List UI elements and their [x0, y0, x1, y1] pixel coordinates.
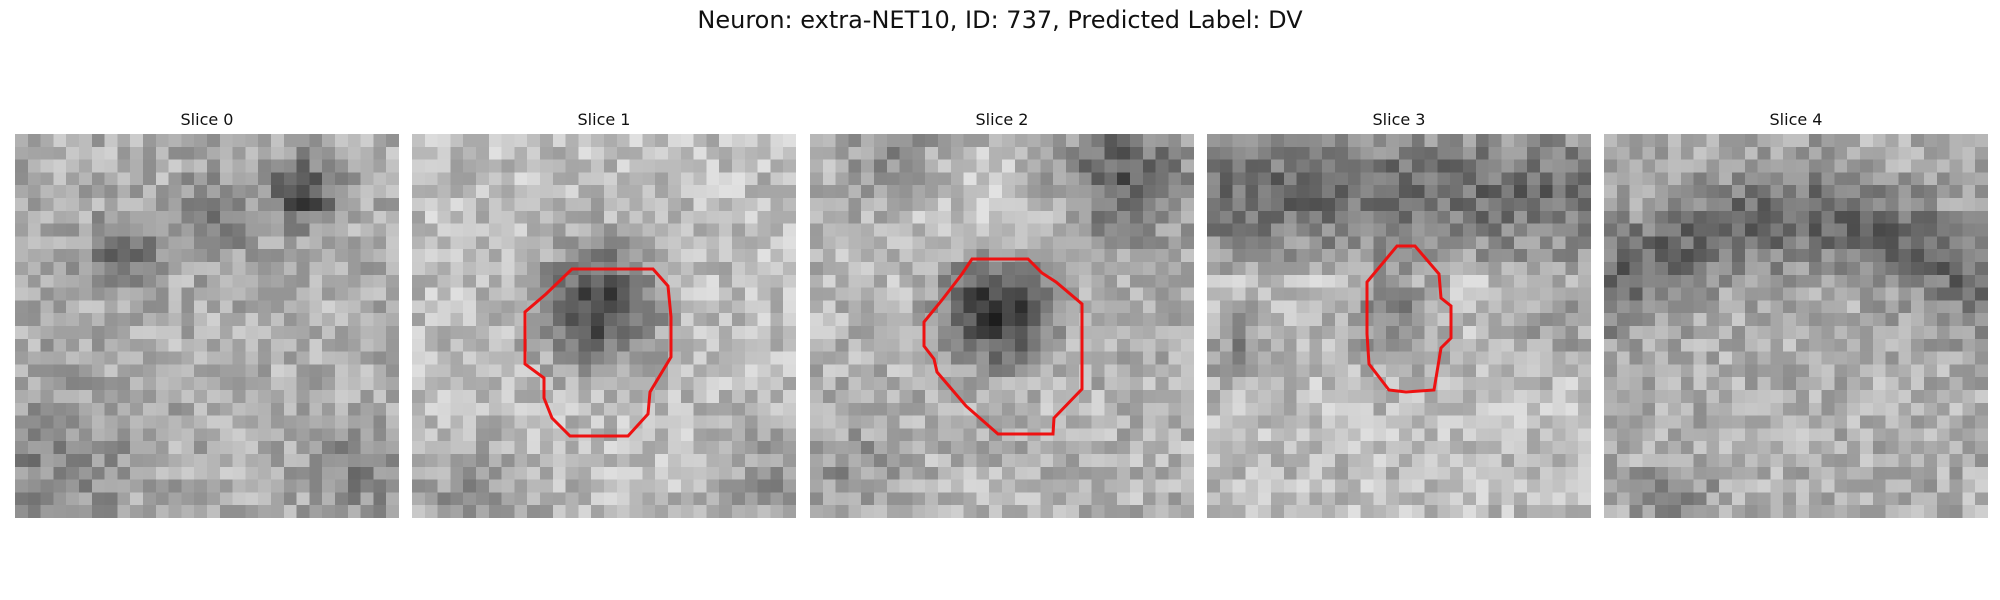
slice-image — [1604, 134, 1988, 518]
roi-contour — [810, 134, 1194, 518]
roi-contour — [1207, 134, 1591, 518]
slice-title: Slice 3 — [1207, 110, 1591, 134]
slice-title: Slice 2 — [810, 110, 1194, 134]
slice-title: Slice 1 — [412, 110, 796, 134]
roi-outline — [525, 269, 671, 436]
slice-panel-4: Slice 4 — [1604, 110, 1988, 518]
slice-panel-0: Slice 0 — [15, 110, 399, 518]
slice-panel-2: Slice 2 — [810, 110, 1194, 518]
slice-title: Slice 4 — [1604, 110, 1988, 134]
slice-panel-3: Slice 3 — [1207, 110, 1591, 518]
roi-outline — [924, 259, 1082, 434]
roi-contour — [412, 134, 796, 518]
slice-image — [15, 134, 399, 518]
slice-panel-1: Slice 1 — [412, 110, 796, 518]
slice-title: Slice 0 — [15, 110, 399, 134]
roi-outline — [1367, 246, 1451, 392]
figure-title: Neuron: extra-NET10, ID: 737, Predicted … — [0, 6, 2000, 34]
